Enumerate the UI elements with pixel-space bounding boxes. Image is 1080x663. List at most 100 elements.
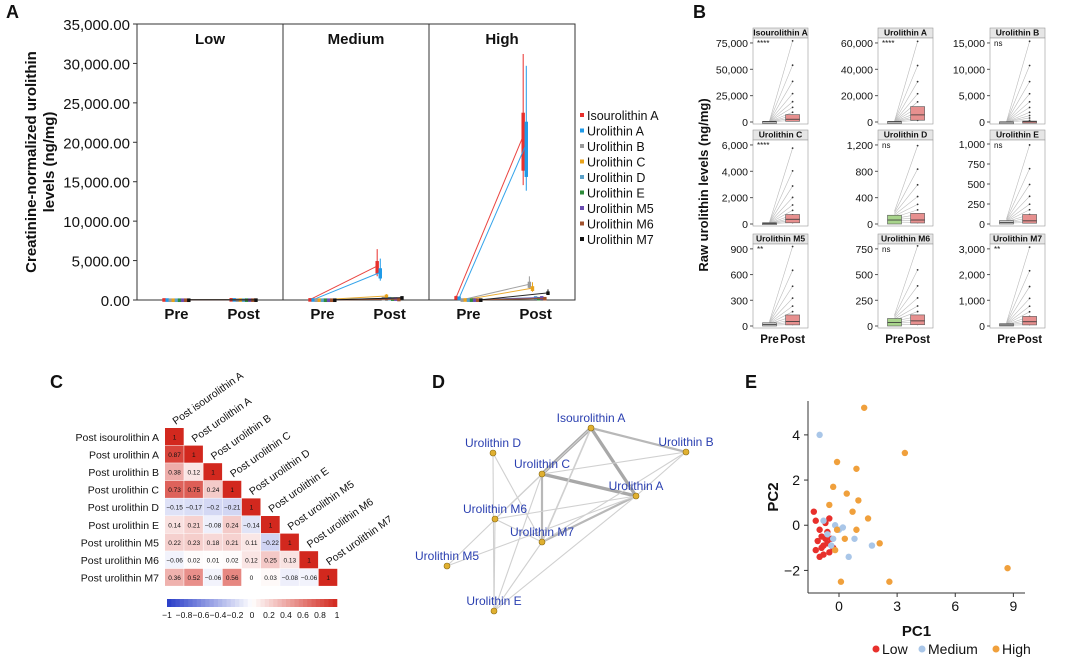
node-label-urolithin-e: Urolithin E: [466, 594, 521, 608]
paired-line: [894, 196, 918, 216]
x-tick-label: 0: [835, 598, 843, 614]
heatmap-cell: [165, 480, 184, 498]
box-urolithin-m7-medium-post: [400, 296, 404, 300]
network-node-urolithin-e: [490, 607, 498, 615]
heatmap-cell: [241, 568, 261, 586]
cell-value: −0.22: [262, 540, 279, 547]
box-urolithin-m5-low-pre: [180, 298, 185, 303]
point-low: [810, 508, 818, 515]
paired-line: [1006, 247, 1030, 323]
y-tick-label: 900: [730, 244, 748, 256]
point-high: [833, 458, 841, 466]
significance-label: ns: [882, 141, 890, 150]
paired-line: [1006, 81, 1030, 122]
colorbar-segment: [286, 599, 291, 607]
post-point: [916, 195, 919, 198]
network-node-isourolithin-a: [587, 424, 595, 432]
y-tick-label: −2: [784, 562, 800, 578]
colorbar-tick-label: −0.2: [227, 610, 244, 620]
facet-frame: [752, 37, 809, 125]
box-post: [910, 213, 925, 224]
y-tick-label: 0.00: [101, 293, 130, 310]
heatmap-cell: [165, 428, 184, 446]
colorbar-segment: [196, 599, 202, 607]
y-tick-label: 35,000.00: [63, 17, 130, 34]
paired-line: [769, 148, 793, 223]
significance-label: ns: [882, 245, 890, 254]
post-point: [1028, 117, 1031, 119]
series-line-urolithin-m7: [480, 292, 549, 301]
paired-line: [769, 170, 793, 223]
paired-line: [1006, 184, 1030, 221]
paired-line: [769, 111, 793, 122]
significance-label: ns: [994, 141, 1002, 150]
y-tick-label: 2: [792, 472, 800, 488]
y-tick-label: 15,000.00: [63, 175, 130, 192]
significance-label: ****: [757, 141, 769, 150]
box-urolithin-m5-medium-pre: [326, 298, 331, 303]
point-high: [886, 578, 893, 585]
post-point: [791, 196, 794, 199]
heatmap-cell: [184, 533, 203, 551]
y-tick-label: 0: [742, 219, 748, 231]
y-tick-label: 0: [792, 517, 800, 533]
y-tick-label: 500: [967, 179, 985, 191]
box-urolithin-m5-high-post: [540, 296, 544, 300]
point-high: [841, 535, 849, 542]
cell-value: −0.15: [166, 505, 183, 512]
box-urolithin-b-medium-pre: [314, 298, 318, 302]
facet-title-urolithin-m5: Urolithin M5: [756, 234, 805, 244]
panel-label-c: C: [50, 372, 63, 392]
heatmap-cell: [241, 533, 261, 551]
post-point: [1028, 195, 1031, 198]
significance-label: ****: [882, 39, 894, 48]
post-point: [916, 92, 919, 95]
cell-value: −0.17: [186, 505, 203, 512]
facet-frame: [877, 139, 934, 227]
cell-value: 0.14: [168, 522, 181, 529]
heatmap-cell: [165, 445, 184, 463]
colorbar-segment: [222, 599, 227, 607]
x-tick-label-post: Post: [519, 306, 552, 323]
paired-line: [1006, 144, 1030, 220]
paired-line: [894, 269, 918, 317]
colorbar-segment: [277, 599, 283, 607]
point-low: [816, 553, 823, 561]
significance-label: **: [757, 245, 763, 254]
legend-label-urolithin-b: Urolithin B: [587, 140, 645, 154]
paired-line: [1006, 306, 1030, 325]
colorbar-tick-label: 0.4: [280, 610, 292, 620]
point-low: [816, 526, 823, 533]
node-label-isourolithin-a: Isourolithin A: [557, 411, 626, 425]
facet-frame: [989, 37, 1046, 125]
colorbar-segment: [209, 599, 215, 607]
node-label-urolithin-a: Urolithin A: [609, 479, 664, 493]
panel-label-b: B: [693, 2, 706, 22]
row-label-post-urolithin-m5: Post urolithin M5: [81, 537, 159, 549]
y-axis-label: Raw urolithin levels (ng/mg): [696, 98, 711, 271]
network-node-urolithin-a: [632, 492, 640, 500]
paired-line: [1006, 117, 1030, 123]
post-point: [916, 168, 919, 171]
paired-line: [769, 101, 793, 122]
cell-value: 0: [250, 575, 254, 582]
post-point: [1028, 64, 1031, 67]
heatmap-cell: [280, 551, 299, 569]
box-urolithin-d-low-pre: [174, 298, 179, 303]
heatmap-cell: [261, 533, 280, 551]
cell-value: 0.21: [187, 522, 200, 529]
heatmap-cell: [203, 568, 223, 586]
heatmap-cell: [222, 516, 242, 534]
box-urolithin-m5-high-pre: [472, 298, 477, 302]
heatmap-cell: [280, 533, 299, 551]
point-medium: [824, 531, 831, 538]
point-high: [860, 404, 868, 411]
paired-line: [769, 204, 793, 224]
paired-line: [1006, 107, 1030, 123]
paired-line: [1006, 112, 1030, 123]
box-urolithin-e-high-pre: [469, 298, 474, 302]
network-edge-isourolithin-a-urolithin-m7: [541, 427, 592, 543]
legend-label-isourolithin-a: Isourolithin A: [587, 109, 659, 123]
cell-value: 0.73: [168, 487, 181, 494]
box-urolithin-a-high-pre: [457, 296, 461, 301]
